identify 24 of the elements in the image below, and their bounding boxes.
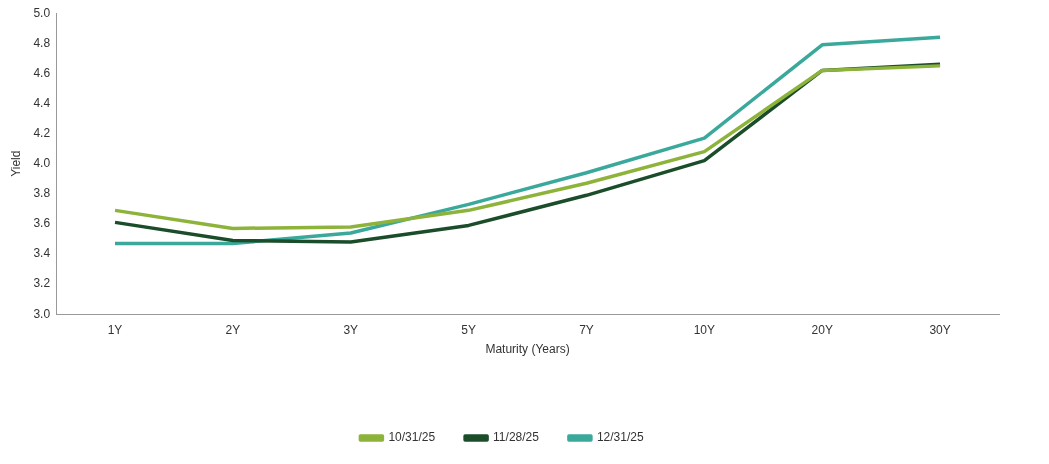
y-axis-title: Yield [8,150,23,177]
x-tick-label: 3Y [343,322,359,337]
x-tick-label: 30Y [929,322,951,337]
legend-label: 12/31/25 [596,430,644,445]
y-tick-label: 3.2 [33,276,51,291]
x-tick-label: 1Y [107,322,123,337]
y-tick-label: 4.8 [33,35,51,50]
x-axis-title: Maturity (Years) [485,342,570,357]
y-tick-label: 5.0 [33,5,51,20]
legend-label: 11/28/25 [493,430,540,445]
x-tick-label: 2Y [225,322,241,337]
legend-label: 10/31/25 [388,430,436,445]
x-tick-label: 7Y [579,322,594,337]
x-tick-label: 5Y [461,322,476,337]
x-tick-label: 10Y [693,322,716,337]
x-tick-label: 20Y [811,322,833,337]
y-tick-label: 3.6 [33,216,51,231]
y-tick-label: 4.4 [33,95,51,110]
y-tick-label: 3.4 [33,246,51,261]
y-tick-label: 4.2 [33,125,51,140]
y-tick-label: 3.8 [33,186,51,201]
y-tick-label: 3.0 [33,306,51,321]
y-tick-label: 4.0 [33,156,51,171]
y-tick-label: 4.6 [33,65,51,80]
